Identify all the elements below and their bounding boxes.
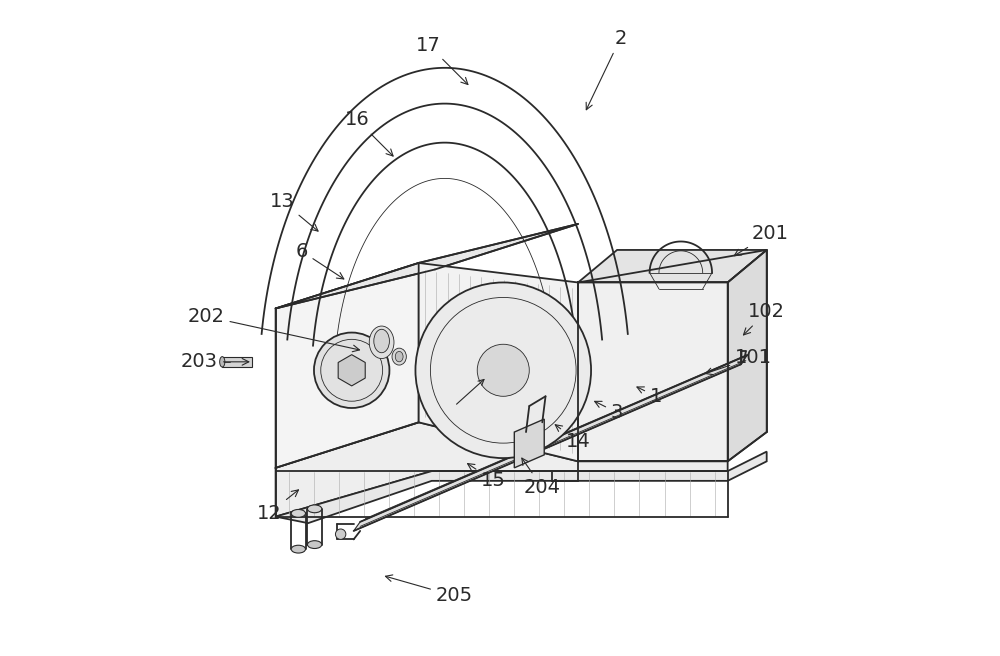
Text: 205: 205 (385, 575, 473, 605)
Text: 16: 16 (345, 110, 393, 156)
Text: 15: 15 (468, 464, 506, 490)
Ellipse shape (395, 352, 403, 362)
Ellipse shape (369, 326, 394, 359)
Polygon shape (276, 451, 767, 523)
Polygon shape (354, 356, 747, 531)
Polygon shape (338, 355, 365, 386)
Text: 6: 6 (295, 242, 344, 279)
Polygon shape (276, 263, 419, 468)
Ellipse shape (291, 545, 306, 553)
Circle shape (314, 333, 389, 408)
Text: 101: 101 (705, 348, 772, 375)
Text: 17: 17 (416, 35, 468, 85)
Text: 3: 3 (595, 401, 623, 422)
Polygon shape (514, 419, 544, 468)
Ellipse shape (220, 357, 225, 367)
Text: 201: 201 (734, 224, 788, 256)
Polygon shape (276, 422, 728, 517)
Ellipse shape (374, 329, 389, 353)
Circle shape (415, 283, 591, 458)
Text: 14: 14 (555, 424, 590, 451)
Polygon shape (276, 224, 578, 308)
Polygon shape (728, 250, 767, 461)
Polygon shape (419, 263, 578, 461)
Ellipse shape (307, 541, 322, 548)
Polygon shape (222, 357, 252, 367)
Text: 13: 13 (270, 192, 318, 231)
Text: 2: 2 (586, 29, 627, 110)
Text: 203: 203 (181, 352, 249, 371)
Ellipse shape (392, 348, 406, 365)
Ellipse shape (291, 510, 306, 518)
Text: 202: 202 (187, 307, 359, 352)
Text: 204: 204 (522, 458, 561, 497)
Text: 102: 102 (744, 302, 785, 335)
Text: 12: 12 (257, 490, 298, 523)
Polygon shape (578, 250, 767, 283)
Circle shape (335, 529, 346, 539)
Polygon shape (578, 283, 728, 461)
Circle shape (477, 344, 529, 396)
Text: 1: 1 (637, 387, 662, 406)
Ellipse shape (307, 505, 322, 513)
